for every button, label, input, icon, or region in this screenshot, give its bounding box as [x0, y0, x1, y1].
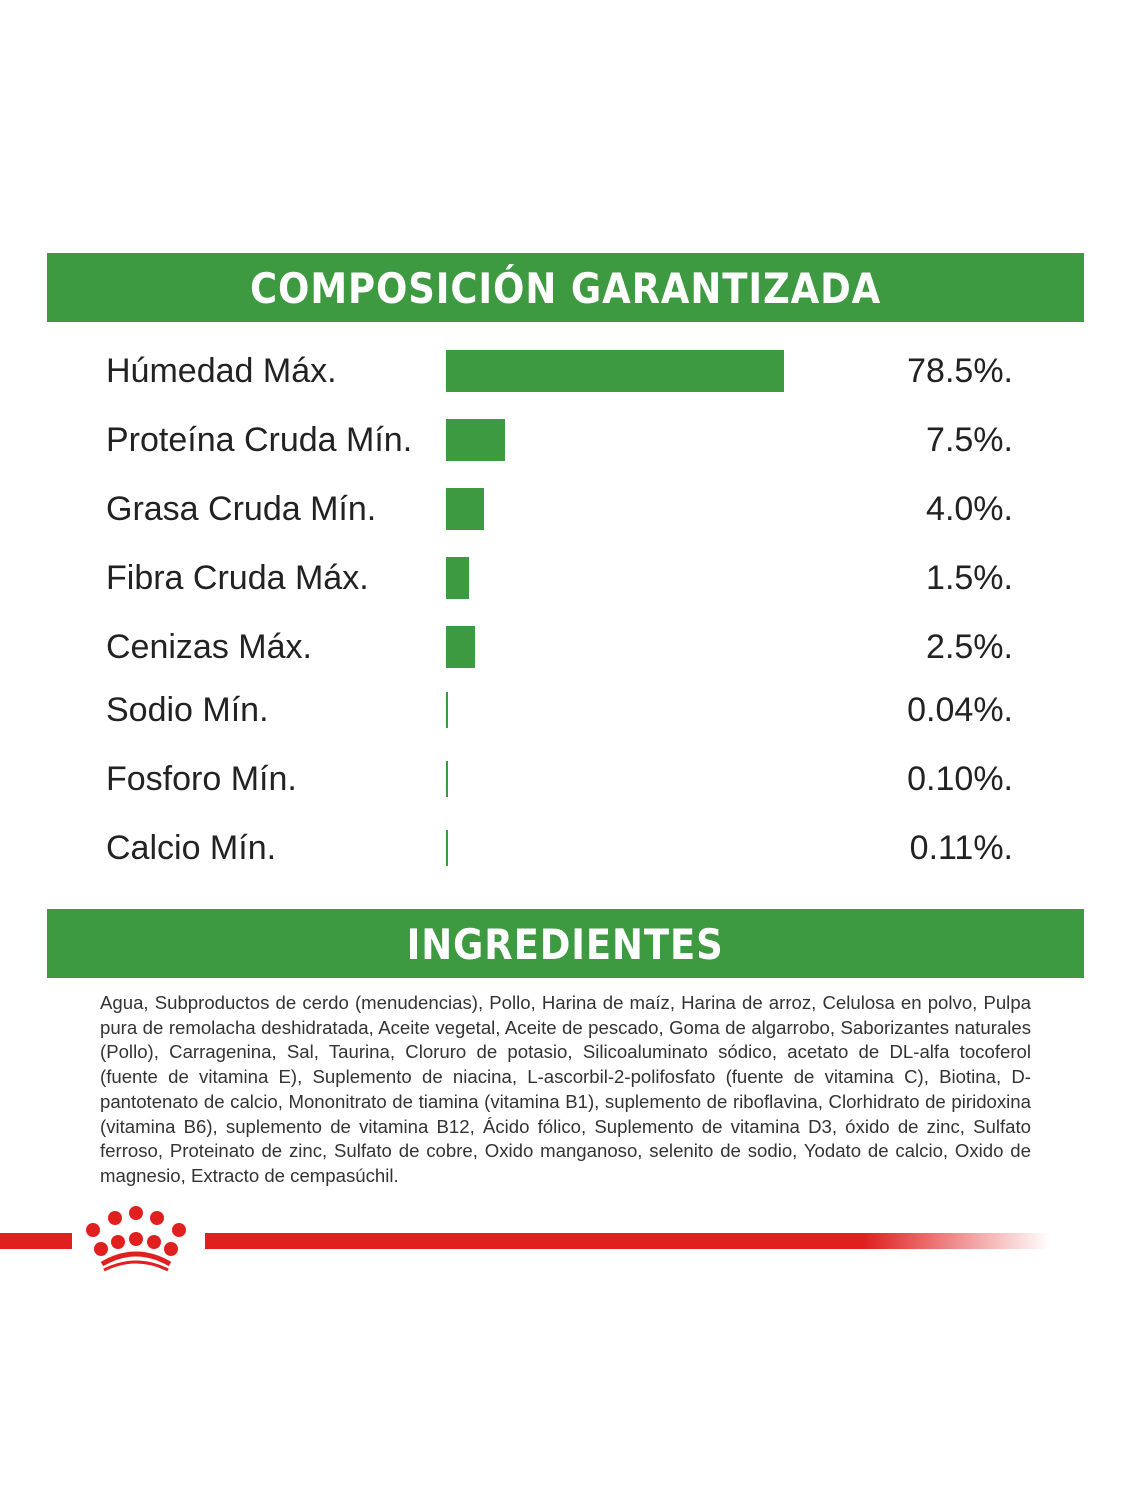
bar: [446, 488, 484, 530]
value-label: 0.04%.: [907, 691, 1013, 729]
bar: [446, 350, 784, 392]
chart-row: Cenizas Máx. 2.5%.: [0, 617, 1125, 677]
ingredients-text: Agua, Subproductos de cerdo (menudencias…: [100, 992, 1031, 1186]
chart-row: Fosforo Mín. 0.10%.: [0, 749, 1125, 809]
category-label: Cenizas Máx.: [106, 628, 312, 666]
composition-header: COMPOSICIÓN GARANTIZADA: [47, 253, 1084, 322]
category-label: Proteína Cruda Mín.: [106, 421, 413, 459]
ingredients-header: INGREDIENTES: [47, 909, 1084, 978]
category-label: Calcio Mín.: [106, 829, 277, 867]
brand-line-left: [0, 1233, 72, 1249]
category-label: Húmedad Máx.: [106, 352, 337, 390]
category-label: Grasa Cruda Mín.: [106, 490, 377, 528]
value-label: 0.10%.: [907, 760, 1013, 798]
value-label: 4.0%.: [926, 490, 1013, 528]
bar: [446, 692, 448, 728]
bar: [446, 626, 475, 668]
value-label: 78.5%.: [907, 352, 1013, 390]
category-label: Sodio Mín.: [106, 691, 269, 729]
value-label: 1.5%.: [926, 559, 1013, 597]
brand-line-right: [205, 1233, 1050, 1249]
bar: [446, 557, 469, 599]
chart-row: Calcio Mín. 0.11%.: [0, 818, 1125, 878]
bar: [446, 419, 505, 461]
bar: [446, 761, 448, 797]
chart-row: Fibra Cruda Máx. 1.5%.: [0, 548, 1125, 608]
value-label: 0.11%.: [909, 829, 1013, 867]
value-label: 2.5%.: [926, 628, 1013, 666]
ingredients-title: INGREDIENTES: [407, 920, 724, 969]
chart-row: Proteína Cruda Mín. 7.5%.: [0, 410, 1125, 470]
category-label: Fosforo Mín.: [106, 760, 297, 798]
bar: [446, 830, 448, 866]
chart-row: Húmedad Máx. 78.5%.: [0, 341, 1125, 401]
composition-title: COMPOSICIÓN GARANTIZADA: [249, 264, 882, 313]
chart-row: Grasa Cruda Mín. 4.0%.: [0, 479, 1125, 539]
category-label: Fibra Cruda Máx.: [106, 559, 369, 597]
crown-logo-icon: [86, 1206, 186, 1272]
value-label: 7.5%.: [926, 421, 1013, 459]
chart-row: Sodio Mín. 0.04%.: [0, 680, 1125, 740]
